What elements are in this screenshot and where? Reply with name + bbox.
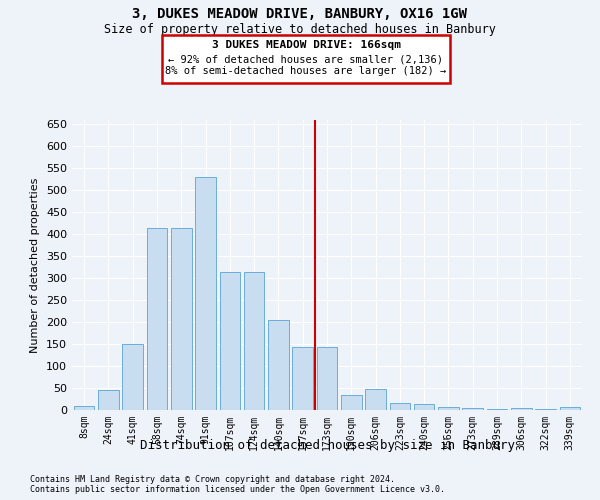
Bar — [487, 409, 508, 410]
Y-axis label: Number of detached properties: Number of detached properties — [31, 178, 40, 352]
Bar — [560, 407, 580, 410]
Bar — [122, 344, 143, 410]
Bar — [511, 408, 532, 410]
Text: 8% of semi-detached houses are larger (182) →: 8% of semi-detached houses are larger (1… — [166, 66, 446, 76]
Bar — [292, 347, 313, 410]
Text: Distribution of detached houses by size in Banbury: Distribution of detached houses by size … — [139, 440, 515, 452]
Text: Contains public sector information licensed under the Open Government Licence v3: Contains public sector information licen… — [30, 485, 445, 494]
Bar — [365, 389, 386, 410]
Bar — [146, 228, 167, 410]
Bar — [535, 409, 556, 410]
Bar — [389, 404, 410, 410]
Text: 3 DUKES MEADOW DRIVE: 166sqm: 3 DUKES MEADOW DRIVE: 166sqm — [212, 40, 401, 50]
Bar — [317, 347, 337, 410]
Bar — [341, 394, 362, 410]
Bar — [463, 408, 483, 410]
Bar — [171, 228, 191, 410]
Bar — [220, 272, 240, 410]
Bar — [268, 320, 289, 410]
Bar — [74, 406, 94, 410]
Bar — [414, 404, 434, 410]
Bar — [98, 390, 119, 410]
Bar — [195, 177, 216, 410]
Bar — [244, 272, 265, 410]
Bar — [438, 407, 459, 410]
Text: ← 92% of detached houses are smaller (2,136): ← 92% of detached houses are smaller (2,… — [169, 54, 443, 64]
Text: Contains HM Land Registry data © Crown copyright and database right 2024.: Contains HM Land Registry data © Crown c… — [30, 475, 395, 484]
Text: Size of property relative to detached houses in Banbury: Size of property relative to detached ho… — [104, 22, 496, 36]
Text: 3, DUKES MEADOW DRIVE, BANBURY, OX16 1GW: 3, DUKES MEADOW DRIVE, BANBURY, OX16 1GW — [133, 8, 467, 22]
